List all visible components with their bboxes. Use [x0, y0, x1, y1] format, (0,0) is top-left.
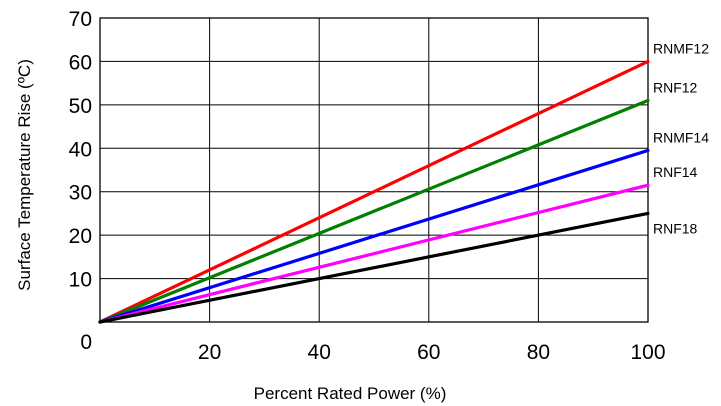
y-tick-label: 50	[69, 95, 92, 118]
series-line-rnf14	[98, 183, 650, 324]
series-line-rnf12	[98, 98, 650, 324]
series-line-rnmf14	[98, 148, 650, 324]
y-tick-label: 10	[69, 269, 92, 292]
series-line-rnf18	[98, 211, 650, 324]
series-lines	[98, 59, 650, 324]
y-tick-label: 30	[69, 182, 92, 205]
plot-area-frame	[99, 17, 649, 323]
y-axis-ticks: 0 10 20 30 40 50 60 70	[69, 8, 92, 354]
y-tick-label: 0	[80, 331, 92, 354]
series-label-rnmf12: RNMF12	[653, 40, 709, 56]
series-line-rnmf12	[98, 59, 650, 324]
y-tick-label: 70	[69, 8, 92, 31]
x-tick-label: 40	[308, 341, 331, 364]
series-label-rnf12: RNF12	[653, 80, 698, 96]
series-labels: RNMF12 RNF12 RNMF14 RNF14 RNF18	[653, 40, 709, 236]
y-axis-title: Surface Temperature Rise (ºC)	[15, 59, 34, 291]
series-label-rnmf14: RNMF14	[653, 129, 709, 145]
series-label-rnf14: RNF14	[653, 164, 698, 180]
x-tick-label: 20	[198, 341, 221, 364]
y-tick-label: 60	[69, 51, 92, 74]
x-axis-title: Percent Rated Power (%)	[254, 384, 447, 403]
x-axis-ticks: 20 40 60 80 100	[198, 341, 666, 364]
y-tick-label: 40	[69, 138, 92, 161]
series-label-rnf18: RNF18	[653, 220, 698, 236]
x-tick-label: 100	[630, 341, 665, 364]
grid	[100, 17, 649, 323]
x-tick-label: 60	[417, 341, 440, 364]
x-tick-label: 80	[527, 341, 550, 364]
y-tick-label: 20	[69, 225, 92, 248]
